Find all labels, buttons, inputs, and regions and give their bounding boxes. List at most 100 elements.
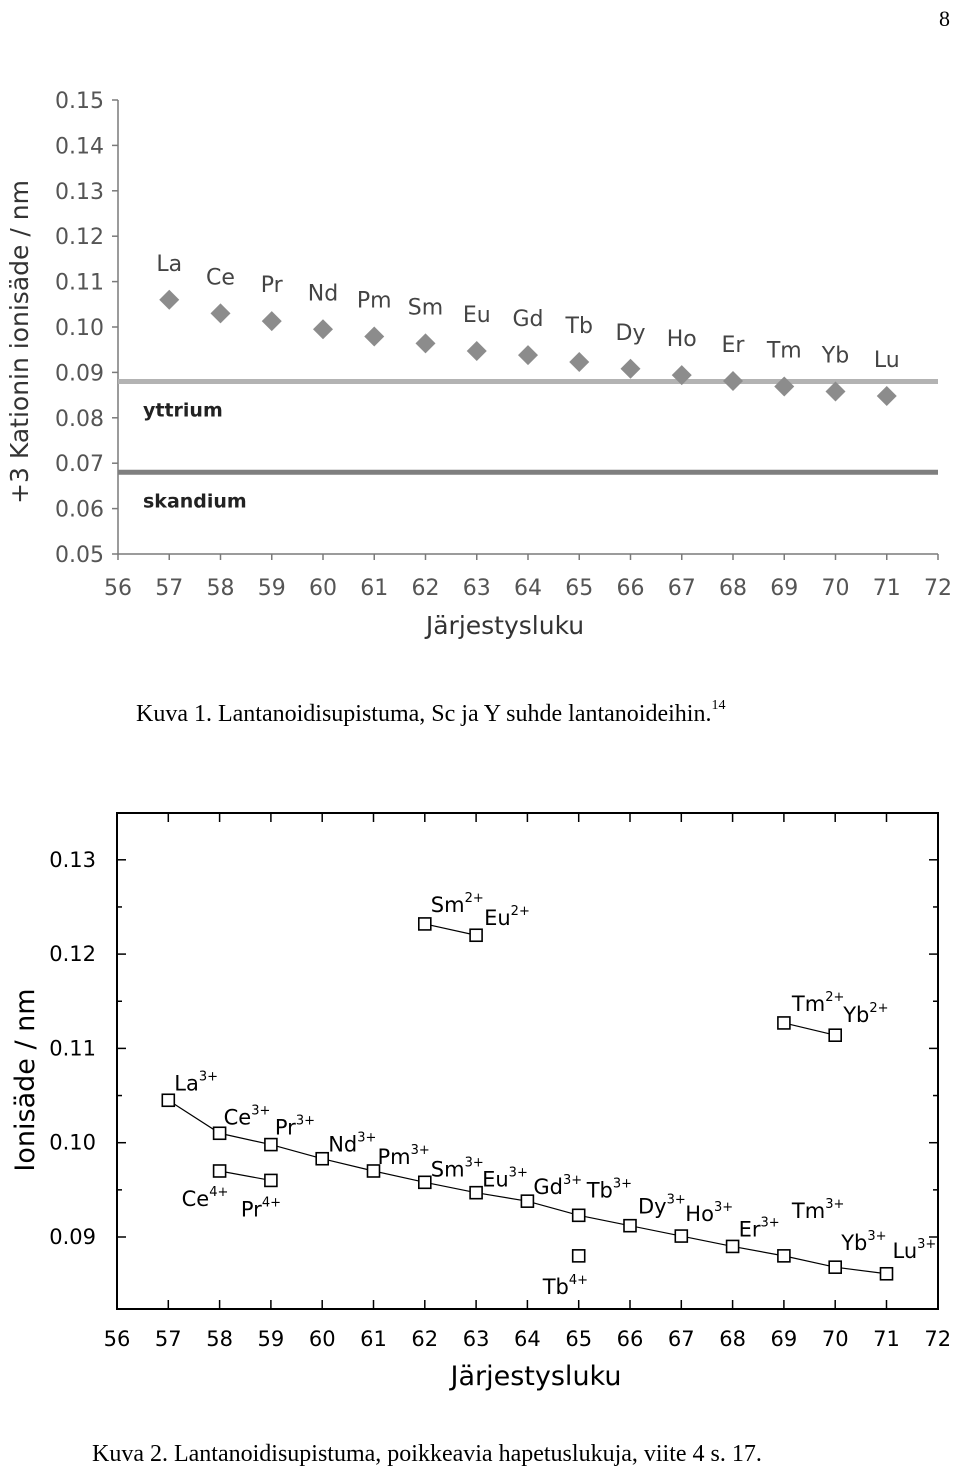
data-point-marker (623, 1218, 637, 1233)
x-tick-label: 58 (207, 576, 235, 601)
charge-superscript: 2+ (511, 904, 530, 919)
charge-superscript: 3+ (867, 1229, 886, 1244)
data-point-marker (466, 341, 487, 362)
element-symbol: Sm (431, 893, 465, 917)
y-tick-label: 0.13 (49, 848, 96, 872)
element-symbol: Sm (431, 1157, 465, 1181)
data-point-marker (315, 1151, 330, 1166)
ion-label: Pm3+ (378, 1143, 430, 1169)
ion-label: Tb4+ (542, 1273, 588, 1299)
data-point-marker (725, 1239, 740, 1254)
element-label: Gd (512, 307, 543, 332)
charge-superscript: 4+ (569, 1273, 588, 1288)
x-tick-label: 72 (924, 1327, 951, 1351)
x-tick-label: 70 (822, 576, 850, 601)
y-tick-label: 0.14 (55, 134, 104, 159)
x-tick-label: 57 (155, 1327, 182, 1351)
element-label: La (156, 252, 182, 277)
y-tick-label: 0.12 (49, 942, 96, 966)
data-point-marker (469, 928, 483, 943)
ion-label: Ce3+ (224, 1103, 271, 1129)
data-point-marker (569, 351, 590, 372)
element-symbol: Eu (482, 1168, 509, 1192)
figure-2-chart: 56 57 58 59 60 61 62 63 64 65 66 67 68 69 70 71 72 0.09 0.… (10, 812, 951, 1392)
x-tick-label: 65 (565, 576, 593, 601)
data-point-marker (264, 1173, 278, 1188)
element-label: Yb (821, 343, 849, 368)
data-point-marker (415, 333, 436, 354)
data-point-marker (671, 365, 692, 386)
element-symbol: Tb (542, 1275, 569, 1299)
y-tick-label: 0.10 (49, 1131, 96, 1155)
x-tick-label: 71 (873, 1327, 900, 1351)
ion-label: Pr4+ (241, 1195, 281, 1221)
data-point-marker (876, 386, 897, 407)
x-tick-label: 61 (360, 576, 388, 601)
x-tick-label: 62 (412, 576, 440, 601)
plot-frame (116, 812, 939, 1310)
x-axis-title: Järjestysluku (449, 1361, 622, 1392)
ion-label: Lu3+ (893, 1237, 937, 1263)
element-symbol: Er (739, 1217, 761, 1241)
element-label: Tb (565, 314, 593, 339)
element-label: Ce (206, 265, 235, 290)
data-point-marker (469, 1185, 483, 1200)
series-line (424, 923, 477, 936)
y-tick-label: 0.10 (55, 316, 104, 341)
charge-superscript: 3+ (667, 1193, 686, 1208)
element-symbol: Pr (275, 1116, 296, 1140)
element-label: Sm (408, 295, 443, 320)
data-point-marker (417, 917, 432, 931)
charge-superscript: 3+ (509, 1166, 528, 1181)
charge-superscript: 3+ (411, 1143, 430, 1158)
data-point-marker (518, 345, 538, 366)
element-label: Pr (261, 273, 284, 298)
figure-2-caption: Kuva 2. Lantanoidisupistuma, poikkeavia … (92, 1441, 762, 1467)
element-label: Er (722, 333, 746, 358)
data-point-marker (520, 1194, 535, 1208)
ion-label: Tm3+ (791, 1197, 844, 1223)
y-tick-label: 0.05 (55, 543, 104, 568)
y-tick-label: 0.09 (55, 361, 104, 386)
x-tick-label: 60 (309, 576, 337, 601)
data-point-marker (828, 1260, 843, 1274)
charge-superscript: 2+ (825, 990, 844, 1005)
y-axis-title: Ionisäde / nm (10, 988, 41, 1171)
series-line (219, 1170, 272, 1182)
x-tick-label: 69 (771, 1327, 798, 1351)
charge-superscript: 2+ (465, 891, 484, 906)
charge-superscript: 3+ (761, 1215, 780, 1230)
y-tick-label: 0.11 (55, 271, 104, 296)
x-tick-label: 68 (719, 576, 747, 601)
figure-1-caption-text: Kuva 1. Lantanoidisupistuma, Sc ja Y suh… (136, 701, 712, 727)
ion-label: Yb2+ (842, 1001, 888, 1027)
ion-label: Yb3+ (840, 1229, 886, 1255)
figure-1-caption-reference: 14 (711, 698, 726, 713)
charge-superscript: 3+ (917, 1237, 936, 1252)
reference-line-label: skandium (143, 490, 247, 512)
figure-1-caption: Kuva 1. Lantanoidisupistuma, Sc ja Y suh… (136, 698, 725, 728)
x-tick-label: 68 (719, 1327, 746, 1351)
y-tick-label: 0.11 (49, 1036, 96, 1060)
data-point-marker (417, 1175, 432, 1190)
element-symbol: Tb (586, 1178, 613, 1202)
data-point-marker (212, 1164, 227, 1178)
charge-superscript: 3+ (357, 1131, 376, 1146)
y-tick-label: 0.12 (55, 225, 104, 250)
ion-label: Eu2+ (484, 904, 530, 930)
data-point-marker (777, 1249, 791, 1263)
x-tick-label: 64 (514, 1327, 541, 1351)
element-label: Lu (874, 348, 900, 373)
ion-label: Tm2+ (791, 990, 844, 1016)
series-line (783, 1022, 836, 1036)
ion-label: Ho3+ (685, 1200, 733, 1226)
x-tick-label: 70 (822, 1327, 849, 1351)
data-point-marker (879, 1266, 894, 1281)
data-point-marker (264, 1137, 278, 1152)
figure-1-chart: 0.05 0.06 0.07 0.08 0.09 0.10 0.11 0.12 0.13 0.14… (5, 89, 952, 640)
charge-superscript: 3+ (199, 1069, 218, 1084)
element-label: Pm (357, 289, 392, 314)
element-label: Eu (463, 303, 491, 328)
x-tick-label: 67 (668, 576, 696, 601)
ion-label: Dy3+ (638, 1193, 686, 1219)
